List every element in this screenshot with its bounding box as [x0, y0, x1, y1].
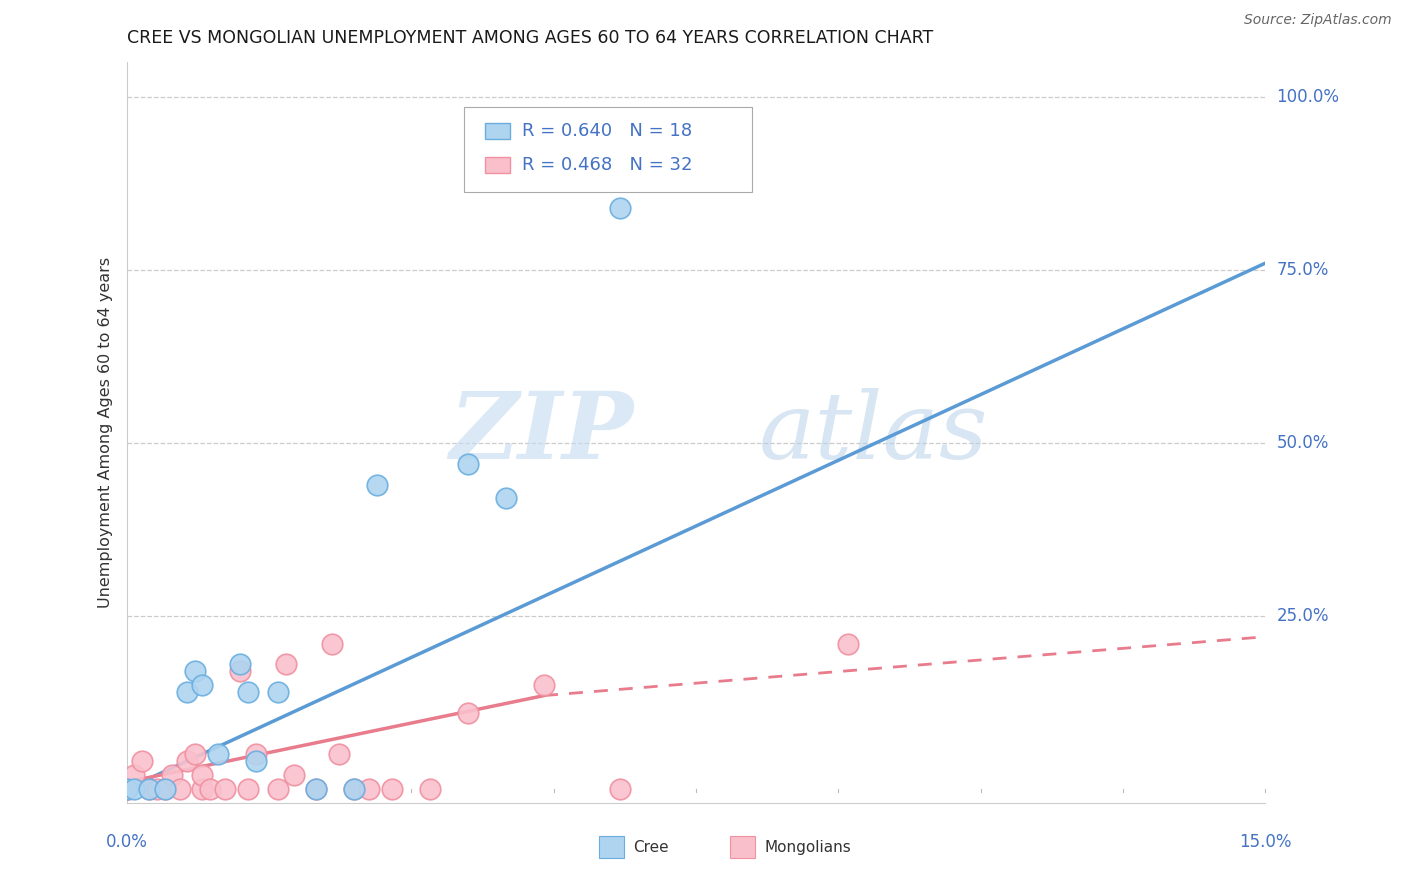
Point — [191, 781, 214, 796]
Point — [321, 637, 343, 651]
Point — [184, 747, 207, 762]
Point — [214, 781, 236, 796]
Point — [533, 678, 555, 692]
Text: 25.0%: 25.0% — [1277, 607, 1329, 625]
Point — [381, 781, 404, 796]
Point — [176, 754, 198, 768]
Point — [229, 665, 252, 679]
Text: 15.0%: 15.0% — [1239, 833, 1292, 851]
Text: 50.0%: 50.0% — [1277, 434, 1329, 452]
Y-axis label: Unemployment Among Ages 60 to 64 years: Unemployment Among Ages 60 to 64 years — [97, 257, 112, 608]
Text: CREE VS MONGOLIAN UNEMPLOYMENT AMONG AGES 60 TO 64 YEARS CORRELATION CHART: CREE VS MONGOLIAN UNEMPLOYMENT AMONG AGE… — [127, 29, 932, 47]
Text: Mongolians: Mongolians — [765, 839, 851, 855]
Text: atlas: atlas — [759, 388, 988, 477]
Text: 75.0%: 75.0% — [1277, 261, 1329, 279]
Point — [184, 665, 207, 679]
Point — [267, 685, 290, 699]
Point — [245, 754, 267, 768]
Point — [146, 781, 169, 796]
Point — [343, 781, 366, 796]
Text: 0.0%: 0.0% — [105, 833, 148, 851]
Bar — [599, 836, 624, 858]
Point — [419, 781, 441, 796]
Point — [153, 781, 176, 796]
Point — [207, 747, 229, 762]
Point — [229, 657, 252, 672]
Text: ZIP: ZIP — [449, 388, 633, 477]
Point — [131, 754, 153, 768]
Point — [160, 768, 183, 782]
Point — [176, 685, 198, 699]
Text: Source: ZipAtlas.com: Source: ZipAtlas.com — [1244, 13, 1392, 28]
Point — [169, 781, 191, 796]
Text: 100.0%: 100.0% — [1277, 88, 1340, 106]
Point — [198, 781, 221, 796]
Point — [191, 678, 214, 692]
Point — [236, 685, 259, 699]
Text: R = 0.468   N = 32: R = 0.468 N = 32 — [522, 156, 692, 174]
Point — [138, 781, 160, 796]
Point — [153, 781, 176, 796]
Point — [115, 781, 138, 796]
Point — [366, 477, 388, 491]
Point — [122, 781, 145, 796]
Point — [274, 657, 297, 672]
Point — [115, 781, 138, 796]
Point — [305, 781, 328, 796]
Point — [245, 747, 267, 762]
Text: Cree: Cree — [633, 839, 669, 855]
Point — [343, 781, 366, 796]
Point — [609, 201, 631, 215]
Bar — [730, 836, 755, 858]
Point — [495, 491, 517, 506]
Point — [328, 747, 350, 762]
Point — [359, 781, 381, 796]
Point — [115, 781, 138, 796]
Text: R = 0.640   N = 18: R = 0.640 N = 18 — [522, 122, 692, 140]
Point — [191, 768, 214, 782]
Point — [122, 768, 145, 782]
Point — [283, 768, 305, 782]
Point — [138, 781, 160, 796]
Point — [609, 781, 631, 796]
Point — [837, 637, 859, 651]
Point — [305, 781, 328, 796]
Point — [457, 706, 479, 720]
Point — [267, 781, 290, 796]
Point — [236, 781, 259, 796]
Point — [457, 457, 479, 471]
